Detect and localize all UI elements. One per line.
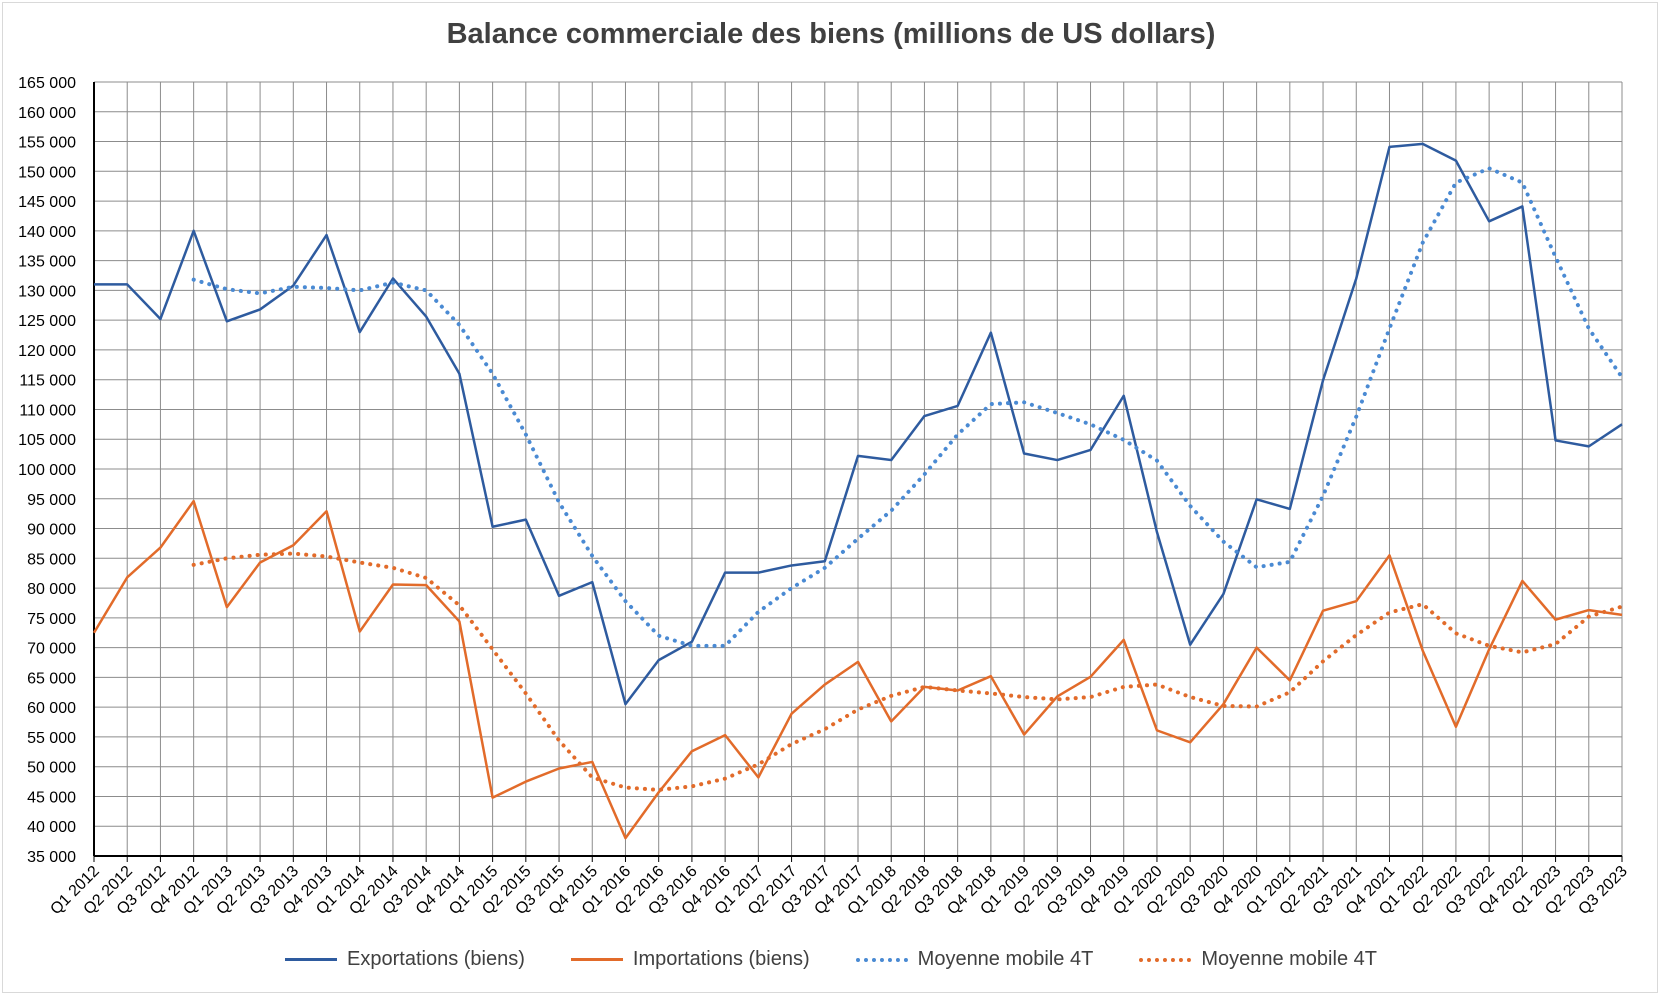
y-tick-label: 145 000 [18, 194, 76, 211]
y-tick-label: 125 000 [18, 313, 76, 330]
y-tick-label: 135 000 [18, 254, 76, 271]
chart-title: Balance commerciale des biens (millions … [446, 18, 1216, 50]
y-tick-label: 55 000 [27, 730, 76, 747]
y-tick-label: 75 000 [27, 611, 76, 628]
y-tick-label: 45 000 [27, 789, 76, 806]
legend-swatch [855, 957, 908, 962]
line-chart: 35 000 40 000 45 000 50 000 55 000 60 000 65 0… [18, 75, 1631, 918]
legend: Exportations (biens) Importations (biens)… [0, 948, 1662, 971]
legend-swatch [285, 958, 338, 961]
y-tick-label: 50 000 [27, 760, 76, 777]
y-tick-label: 65 000 [27, 670, 76, 687]
y-tick-label: 150 000 [18, 164, 76, 181]
legend-label: Exportations (biens) [347, 948, 525, 970]
legend-label: Importations (biens) [632, 948, 810, 970]
legend-item: Importations (biens) [570, 948, 810, 971]
y-tick-label: 120 000 [18, 343, 76, 360]
legend-swatch [1139, 957, 1192, 962]
y-tick-label: 100 000 [18, 462, 76, 479]
legend-swatch [570, 958, 623, 961]
y-tick-label: 130 000 [18, 283, 76, 300]
y-tick-label: 110 000 [19, 402, 76, 419]
y-tick-label: 160 000 [18, 105, 76, 122]
y-tick-label: 60 000 [27, 700, 76, 717]
series-line-4 [191, 551, 1624, 792]
legend-item: Moyenne mobile 4T [1139, 948, 1377, 971]
y-tick-label: 115 000 [19, 373, 76, 390]
y-tick-label: 70 000 [27, 641, 76, 658]
legend-label: Moyenne mobile 4T [917, 948, 1094, 970]
legend-label: Moyenne mobile 4T [1201, 948, 1377, 970]
legend-item: Moyenne mobile 4T [855, 948, 1094, 971]
y-tick-label: 165 000 [18, 75, 76, 92]
y-tick-label: 155 000 [18, 135, 76, 152]
y-tick-label: 35 000 [27, 849, 76, 866]
y-tick-label: 85 000 [27, 551, 76, 568]
y-tick-label: 140 000 [18, 224, 76, 241]
y-tick-label: 95 000 [27, 492, 76, 509]
y-tick-label: 40 000 [27, 819, 76, 836]
y-tick-label: 90 000 [27, 522, 76, 539]
y-tick-label: 105 000 [18, 432, 76, 449]
y-tick-label: 80 000 [27, 581, 76, 598]
series-line-3 [191, 166, 1624, 648]
legend-item: Exportations (biens) [285, 948, 525, 971]
